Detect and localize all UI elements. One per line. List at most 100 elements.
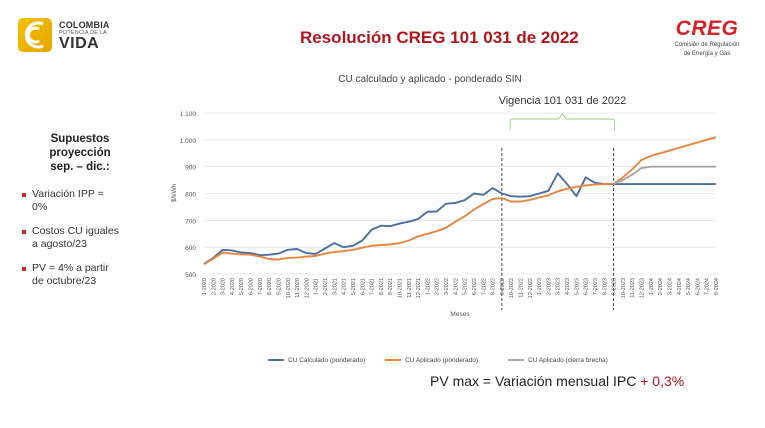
- x-tick-label: 9-2020: [276, 278, 282, 295]
- x-tick-label: 3-2023: [556, 278, 562, 295]
- x-tick-label: 1-2020: [202, 278, 208, 295]
- x-tick-label: 7-2023: [593, 278, 599, 295]
- x-tick-label: 10-2020: [286, 278, 292, 298]
- x-tick-label: 8-2021: [379, 278, 385, 295]
- x-tick-label: 9-2023: [612, 278, 618, 295]
- assumptions-heading: Supuestos proyección sep. – dic.:: [20, 132, 140, 174]
- x-tick-label: 2-2020: [211, 278, 217, 295]
- x-tick-label: 2-2024: [658, 278, 664, 295]
- x-tick-label: 4-2023: [565, 278, 571, 295]
- x-tick-label: 10-2023: [621, 278, 627, 298]
- y-tick-label: 1.100: [180, 111, 197, 118]
- assumption-line: a agosto/23: [32, 238, 87, 250]
- x-tick-label: 7-2020: [258, 278, 264, 295]
- logo-line-1: COLOMBIA: [59, 20, 110, 30]
- x-tick-label: 7-2022: [481, 278, 487, 295]
- x-tick-label: 5-2024: [686, 278, 692, 295]
- x-tick-label: 2-2021: [323, 278, 329, 295]
- x-tick-label: 6-2024: [695, 278, 701, 295]
- assumptions-heading-line: sep. – dic.:: [50, 161, 110, 173]
- y-tick-label: 1.000: [180, 138, 197, 145]
- vigencia-bracket: [509, 113, 616, 130]
- assumption-line: PV = 4% a partir: [32, 262, 109, 274]
- x-tick-label: 11-2022: [519, 278, 525, 298]
- slide-title: Resolución CREG 101 031 de 2022: [300, 28, 579, 47]
- x-tick-label: 12-2023: [640, 278, 646, 298]
- pv-max-accent: + 0,3%: [640, 373, 685, 389]
- creg-logo-sub-1: Comisión de Regulación: [674, 42, 740, 48]
- x-tick-label: 10-2022: [509, 278, 515, 298]
- x-tick-label: 4-2021: [342, 278, 348, 295]
- x-tick-label: 3-2024: [667, 278, 673, 295]
- x-tick-label: 8-2022: [491, 278, 497, 295]
- creg-logo-sub-2: de Energía y Gas: [683, 51, 731, 57]
- assumptions-panel: Supuestos proyección sep. – dic.: Variac…: [20, 132, 170, 299]
- y-tick-label: 600: [185, 245, 196, 252]
- x-tick-label: 8-2024: [714, 278, 720, 295]
- legend-label: CU Aplicado (ponderado): [405, 357, 478, 364]
- creg-logo-word: CREG: [675, 17, 739, 40]
- pv-max-text: PV max = Variación mensual IPC: [430, 373, 637, 389]
- x-tick-label: 6-2021: [360, 278, 366, 295]
- x-tick-label: 5-2021: [351, 278, 357, 295]
- assumption-item: PV = 4% a partir de octubre/23: [20, 262, 162, 288]
- series-line: [203, 136, 717, 266]
- assumptions-heading-line: Supuestos: [50, 133, 110, 145]
- x-tick-label: 12-2021: [416, 278, 422, 298]
- vigencia-annotation: Vigencia 101 031 de 2022: [499, 95, 627, 107]
- legend-label: CU Calculado (ponderado): [288, 357, 365, 364]
- x-tick-label: 12-2020: [304, 278, 310, 298]
- x-tick-label: 4-2024: [677, 278, 683, 295]
- x-tick-label: 11-2021: [407, 278, 413, 298]
- x-tick-label: 2-2022: [435, 278, 441, 295]
- y-axis-label: $/kWh: [171, 183, 178, 202]
- logo-mark-icon: [18, 18, 52, 52]
- x-tick-label: 5-2020: [239, 278, 245, 295]
- series-line: [613, 165, 716, 185]
- x-tick-label: 1-2021: [314, 278, 320, 295]
- bullet-icon: [22, 267, 26, 271]
- assumption-line: Variación IPP =: [32, 188, 104, 200]
- bullet-icon: [22, 193, 26, 197]
- x-tick-label: 10-2021: [397, 278, 403, 298]
- x-tick-label: 4-2022: [453, 278, 459, 295]
- x-tick-label: 7-2024: [705, 278, 711, 295]
- x-tick-label: 11-2020: [295, 278, 301, 298]
- x-tick-label: 1-2024: [649, 278, 655, 295]
- y-tick-label: 700: [185, 218, 196, 225]
- x-tick-label: 6-2023: [584, 278, 590, 295]
- series-line: [203, 172, 716, 265]
- x-tick-label: 6-2022: [472, 278, 478, 295]
- assumptions-heading-line: proyección: [49, 147, 111, 159]
- x-tick-label: 9-2021: [388, 278, 394, 295]
- bullet-icon: [22, 230, 26, 234]
- legend-label: CU Aplicado (cierra brecha): [528, 357, 608, 364]
- x-axis-label: Meses: [450, 311, 470, 318]
- x-tick-label: 1-2023: [537, 278, 543, 295]
- assumption-line: de octubre/23: [32, 275, 97, 287]
- colombia-potencia-de-la-vida-logo: COLOMBIA POTENCIA DE LA VIDA: [18, 18, 128, 54]
- x-tick-label: 8-2020: [267, 278, 273, 295]
- assumption-line: 0%: [32, 201, 48, 213]
- x-tick-label: 7-2021: [370, 278, 376, 295]
- logo-line-2: POTENCIA DE LA: [59, 30, 108, 36]
- assumption-item: Variación IPP = 0%: [20, 188, 162, 214]
- x-tick-label: 9-2022: [500, 278, 506, 295]
- creg-logo: CREG Comisión de Regulación de Energía y…: [662, 18, 752, 58]
- x-tick-label: 11-2023: [630, 278, 636, 298]
- x-tick-label: 2-2023: [546, 278, 552, 295]
- y-tick-label: 900: [185, 165, 196, 172]
- y-tick-label: 500: [185, 272, 196, 279]
- x-tick-label: 5-2022: [463, 278, 469, 295]
- x-tick-label: 3-2022: [444, 278, 450, 295]
- chart-title: CU calculado y aplicado - ponderado SIN: [338, 74, 521, 85]
- assumption-line: Costos CU iguales: [32, 225, 119, 237]
- x-tick-label: 3-2020: [221, 278, 227, 295]
- pv-max-note: PV max = Variación mensual IPC + 0,3%: [430, 373, 684, 389]
- x-tick-label: 5-2023: [574, 278, 580, 295]
- x-tick-label: 6-2020: [249, 278, 255, 295]
- x-tick-label: 12-2022: [528, 278, 534, 298]
- x-tick-label: 1-2022: [425, 278, 431, 295]
- assumption-item: Costos CU iguales a agosto/23: [20, 225, 162, 251]
